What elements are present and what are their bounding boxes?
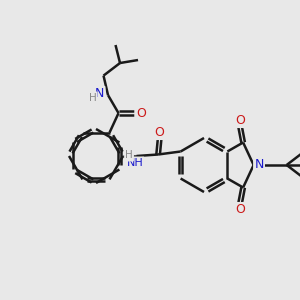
Text: N: N [254, 158, 264, 172]
Text: NH: NH [127, 158, 143, 168]
Text: O: O [235, 114, 245, 127]
Text: H: H [88, 92, 96, 103]
Text: O: O [136, 106, 146, 120]
Text: O: O [155, 126, 165, 139]
Text: O: O [235, 203, 245, 216]
Text: H: H [125, 150, 133, 161]
Text: N: N [95, 87, 104, 100]
